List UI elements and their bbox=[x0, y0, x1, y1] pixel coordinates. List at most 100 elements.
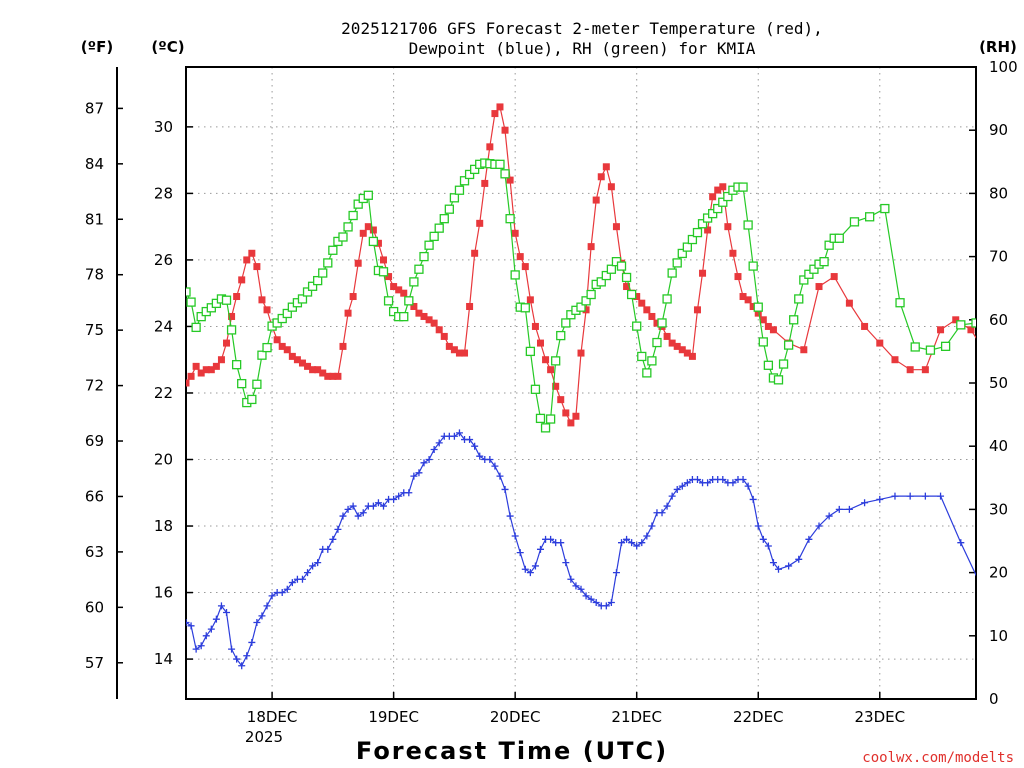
dewpoint-point bbox=[663, 502, 671, 510]
relative-humidity-point bbox=[252, 379, 262, 389]
temperature-point bbox=[481, 179, 489, 187]
relative-humidity-point bbox=[804, 269, 814, 279]
rh-tick-label: 10 bbox=[989, 627, 1008, 645]
dewpoint-point bbox=[263, 602, 271, 610]
temperature-point bbox=[324, 372, 332, 380]
relative-humidity-point bbox=[743, 220, 753, 230]
dewpoint-point bbox=[775, 565, 782, 573]
dewpoint-point bbox=[547, 535, 555, 543]
temperature-point bbox=[207, 366, 215, 374]
fahrenheit-tick-label: 87 bbox=[85, 99, 104, 117]
temperature-point bbox=[562, 409, 570, 417]
fahrenheit-tick-label: 81 bbox=[85, 210, 104, 228]
dewpoint-point bbox=[785, 562, 793, 570]
relative-humidity-point bbox=[748, 261, 758, 271]
temperature-point bbox=[577, 349, 585, 357]
relative-humidity-point bbox=[297, 294, 308, 304]
series-layer bbox=[186, 103, 976, 670]
relative-humidity-point bbox=[353, 199, 363, 209]
temperature-point bbox=[668, 339, 676, 347]
temperature-point bbox=[476, 219, 484, 227]
temperature-point bbox=[314, 366, 322, 374]
temperature-point bbox=[739, 293, 747, 301]
fahrenheit-tick-label: 57 bbox=[85, 654, 104, 672]
celsius-tick-label: 22 bbox=[154, 384, 173, 402]
dewpoint-point bbox=[420, 459, 428, 467]
relative-humidity-point bbox=[713, 203, 723, 214]
temperature-point bbox=[754, 309, 762, 317]
rh-tick-label: 70 bbox=[989, 248, 1008, 266]
grid-layer bbox=[186, 67, 976, 699]
relative-humidity-point bbox=[763, 360, 774, 370]
temperature-point bbox=[906, 366, 914, 374]
chart-title-line-1: 2025121706 GFS Forecast 2-meter Temperat… bbox=[341, 19, 823, 38]
temperature-point bbox=[455, 349, 463, 357]
temperature-point bbox=[283, 346, 291, 354]
temperature-point bbox=[683, 349, 691, 357]
temperature-point bbox=[830, 273, 838, 281]
relative-humidity-point bbox=[323, 258, 333, 268]
temperature-series bbox=[186, 103, 976, 427]
temperature-point bbox=[572, 412, 580, 420]
x-year-label: 2025 bbox=[245, 728, 283, 746]
temperature-line bbox=[186, 105, 976, 425]
dewpoint-point bbox=[891, 492, 899, 500]
rh-tick-label: 30 bbox=[989, 500, 1008, 518]
temperature-point bbox=[187, 372, 195, 380]
dewpoint-point bbox=[658, 509, 666, 517]
dewpoint-point bbox=[815, 522, 823, 530]
relative-humidity-point bbox=[616, 261, 627, 271]
relative-humidity-point bbox=[581, 296, 591, 306]
dewpoint-point bbox=[344, 505, 352, 513]
temperature-point bbox=[339, 342, 347, 350]
relative-humidity-point bbox=[637, 351, 647, 362]
temperature-point bbox=[496, 103, 504, 111]
chart-title-line-2: Dewpoint (blue), RH (green) for KMIA bbox=[409, 39, 756, 58]
relative-humidity-point bbox=[551, 356, 561, 366]
relative-humidity-point bbox=[409, 277, 419, 287]
relative-humidity-point bbox=[667, 268, 677, 278]
temperature-point bbox=[278, 342, 286, 350]
fahrenheit-tick-label: 63 bbox=[85, 543, 104, 561]
temperature-point bbox=[734, 273, 742, 281]
relative-humidity-point bbox=[556, 330, 566, 341]
relative-humidity-point bbox=[444, 204, 454, 214]
relative-humidity-point bbox=[682, 242, 692, 252]
dewpoint-point bbox=[298, 575, 306, 583]
relative-humidity-point bbox=[221, 295, 232, 305]
dewpoint-point bbox=[223, 609, 231, 617]
relative-humidity-point bbox=[399, 311, 409, 322]
temperature-point bbox=[466, 302, 474, 310]
relative-humidity-point bbox=[186, 287, 191, 297]
temperature-point bbox=[425, 316, 433, 324]
temperature-point bbox=[557, 396, 565, 404]
relative-humidity-point bbox=[778, 359, 789, 369]
dewpoint-series bbox=[186, 429, 976, 670]
fahrenheit-unit-label: (ºF) bbox=[81, 38, 113, 56]
relative-humidity-point bbox=[880, 203, 890, 214]
relative-humidity-point bbox=[348, 210, 358, 221]
relative-humidity-point bbox=[459, 176, 470, 186]
temperature-point bbox=[749, 302, 757, 310]
temperature-point bbox=[253, 263, 261, 271]
dewpoint-point bbox=[329, 535, 337, 543]
relative-humidity-point bbox=[561, 318, 571, 328]
temperature-point bbox=[192, 362, 200, 370]
temperature-point bbox=[202, 366, 210, 374]
temperature-point bbox=[552, 382, 560, 390]
celsius-tick-label: 24 bbox=[154, 317, 173, 335]
temperature-point bbox=[197, 369, 205, 377]
dewpoint-point bbox=[516, 549, 524, 557]
x-tick-label: 18DEC bbox=[247, 708, 298, 726]
temperature-point bbox=[688, 352, 696, 360]
relative-humidity-point bbox=[277, 313, 287, 324]
relative-humidity-point bbox=[424, 240, 434, 250]
relative-humidity-point bbox=[404, 296, 414, 306]
dewpoint-point bbox=[582, 592, 590, 600]
dewpoint-point bbox=[511, 532, 519, 540]
relative-humidity-point bbox=[621, 272, 632, 283]
temperature-point bbox=[410, 302, 418, 310]
temperature-point bbox=[415, 309, 423, 317]
temperature-point bbox=[592, 196, 600, 204]
